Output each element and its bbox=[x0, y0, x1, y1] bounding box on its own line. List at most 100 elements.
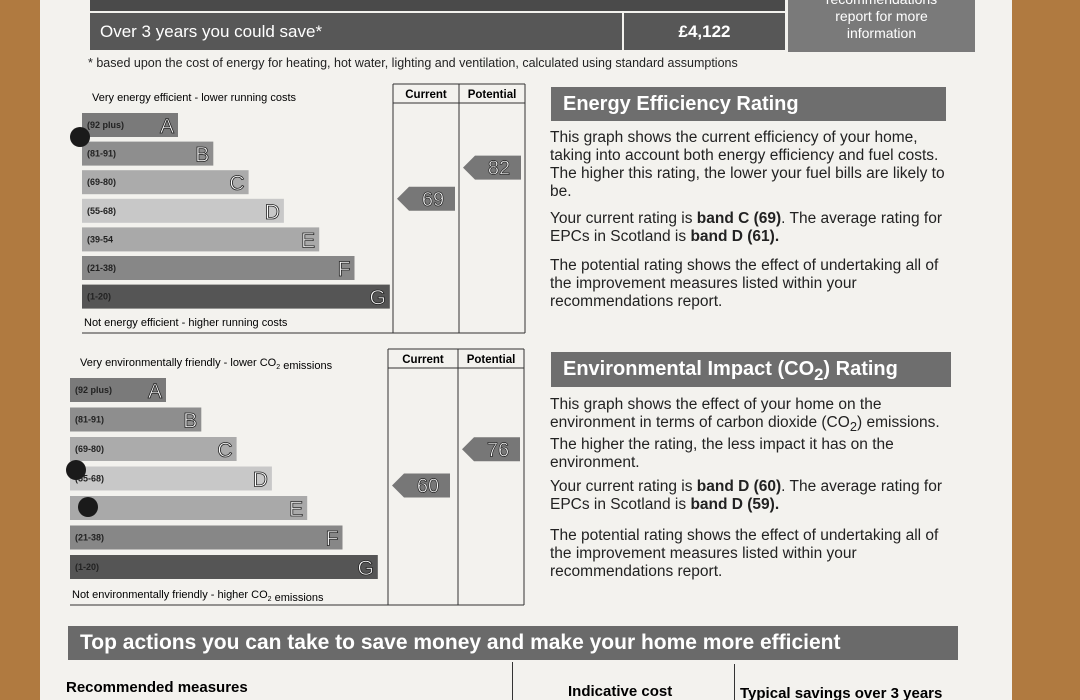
text-run: Energy Efficiency Rating bbox=[563, 93, 799, 115]
band-range: (81-91) bbox=[87, 149, 116, 159]
band-range: (55-68) bbox=[87, 206, 116, 216]
band-letter: G bbox=[357, 557, 373, 580]
band-letter: D bbox=[265, 201, 280, 224]
text-run: ) emissions. The higher the rating, the … bbox=[550, 414, 940, 472]
text-run: Your current rating is bbox=[550, 478, 697, 495]
band-letter: B bbox=[195, 144, 209, 167]
rating-arrow bbox=[392, 473, 450, 498]
text-run: This graph shows the current efficiency … bbox=[550, 129, 945, 200]
text-run: . The average rating for EPCs in Scotlan… bbox=[550, 210, 943, 245]
rating-band bbox=[70, 496, 308, 520]
band-range: (81-91) bbox=[75, 415, 104, 425]
band-range: (39-54 bbox=[87, 234, 113, 244]
rating-band bbox=[70, 437, 237, 461]
bold-text: band D (60) bbox=[696, 478, 782, 495]
text-run: Very energy efficient - lower running co… bbox=[92, 92, 297, 104]
rating-band bbox=[82, 227, 320, 252]
info-line: information bbox=[846, 25, 917, 41]
punch-hole bbox=[78, 497, 98, 517]
text-run: emissions bbox=[280, 360, 332, 372]
column-header: Current bbox=[402, 354, 444, 366]
subscript: 2 bbox=[814, 365, 824, 384]
band-letter: G bbox=[369, 287, 385, 310]
subscript: 2 bbox=[276, 364, 280, 371]
column-header: Potential bbox=[468, 89, 517, 101]
scale-bottom-label: Not environmentally friendly - higher CO… bbox=[72, 589, 324, 604]
rating-value: 69 bbox=[422, 189, 444, 211]
text-run: emissions bbox=[272, 592, 324, 604]
text-run: Your current rating is bbox=[550, 210, 697, 227]
band-range: (21-38) bbox=[87, 263, 116, 273]
band-range: (69-80) bbox=[87, 177, 116, 187]
band-letter: B bbox=[183, 410, 197, 433]
paragraph: The potential rating shows the effect of… bbox=[550, 257, 948, 311]
band-range: (92 plus) bbox=[87, 120, 124, 130]
text-run: This graph shows the effect of your home… bbox=[550, 396, 882, 431]
info-line: report for more bbox=[835, 8, 928, 24]
section-heading: Energy Efficiency Rating bbox=[551, 87, 946, 121]
band-letter: F bbox=[338, 258, 351, 281]
rating-band bbox=[70, 378, 166, 402]
band-letter: C bbox=[229, 172, 244, 195]
text-run: Very environmentally friendly - lower CO bbox=[80, 357, 277, 369]
subscript: 2 bbox=[268, 596, 272, 603]
rating-arrow bbox=[462, 437, 520, 462]
rating-value: 60 bbox=[417, 475, 439, 497]
rating-band bbox=[82, 284, 390, 309]
band-letter: C bbox=[217, 439, 232, 462]
column-header: Typical savings over 3 years bbox=[740, 685, 943, 700]
column-header: Recommended measures bbox=[66, 679, 248, 696]
scale-top-label: Very environmentally friendly - lower CO… bbox=[80, 357, 333, 372]
band-range: (21-38) bbox=[75, 533, 104, 543]
actions-banner: Top actions you can take to save money a… bbox=[68, 626, 958, 660]
rating-band bbox=[82, 170, 249, 195]
column-rule bbox=[512, 662, 513, 700]
paragraph: Your current rating is band D (60). The … bbox=[550, 478, 948, 514]
band-letter: E bbox=[301, 229, 315, 252]
rating-band bbox=[82, 256, 355, 280]
bold-text: band C (69) bbox=[696, 210, 782, 227]
info-line: recommendations bbox=[788, 0, 975, 8]
text-run: Not energy efficient - higher running co… bbox=[84, 317, 288, 329]
footnote: * based upon the cost of energy for heat… bbox=[88, 56, 738, 70]
band-letter: F bbox=[326, 528, 339, 551]
text-run: The potential rating shows the effect of… bbox=[550, 527, 939, 580]
rating-band bbox=[70, 525, 343, 550]
column-header: Indicative cost bbox=[568, 683, 673, 700]
paragraph: This graph shows the effect of your home… bbox=[550, 396, 948, 472]
bold-text: band D (61). bbox=[690, 228, 780, 245]
column-rule bbox=[734, 664, 735, 700]
band-letter: A bbox=[148, 380, 162, 403]
text-run: Environmental Impact (CO bbox=[563, 358, 815, 380]
paragraph: This graph shows the current efficiency … bbox=[550, 129, 948, 201]
rating-arrow bbox=[397, 186, 455, 211]
table-row bbox=[90, 0, 785, 11]
section-heading: Environmental Impact (CO2) Rating bbox=[551, 352, 951, 387]
band-range: (92 plus) bbox=[75, 385, 112, 395]
savings-amount: £4,122 bbox=[624, 13, 785, 50]
scale-bottom-label: Not energy efficient - higher running co… bbox=[84, 317, 288, 329]
rating-band bbox=[70, 466, 272, 491]
text-run: . The average rating for EPCs in Scotlan… bbox=[550, 478, 943, 513]
punch-hole bbox=[70, 127, 90, 147]
band-range: (69-80) bbox=[75, 444, 104, 454]
text-run: ) Rating bbox=[823, 358, 898, 380]
rating-value: 82 bbox=[488, 158, 510, 180]
column-header: Current bbox=[405, 89, 447, 101]
band-letter: A bbox=[160, 115, 174, 138]
savings-label: Over 3 years you could save* bbox=[90, 13, 622, 50]
rating-band bbox=[82, 198, 284, 223]
rating-band bbox=[70, 407, 202, 432]
band-range: (55-68) bbox=[75, 474, 104, 484]
punch-hole bbox=[66, 460, 86, 480]
paragraph: The potential rating shows the effect of… bbox=[550, 527, 948, 581]
band-letter: D bbox=[253, 469, 268, 492]
rating-value: 76 bbox=[487, 439, 509, 461]
column-header: Potential bbox=[467, 354, 516, 366]
rating-band bbox=[82, 141, 214, 166]
rating-band bbox=[70, 555, 378, 579]
paragraph: Your current rating is band C (69). The … bbox=[550, 210, 948, 246]
rating-arrow bbox=[463, 155, 521, 180]
